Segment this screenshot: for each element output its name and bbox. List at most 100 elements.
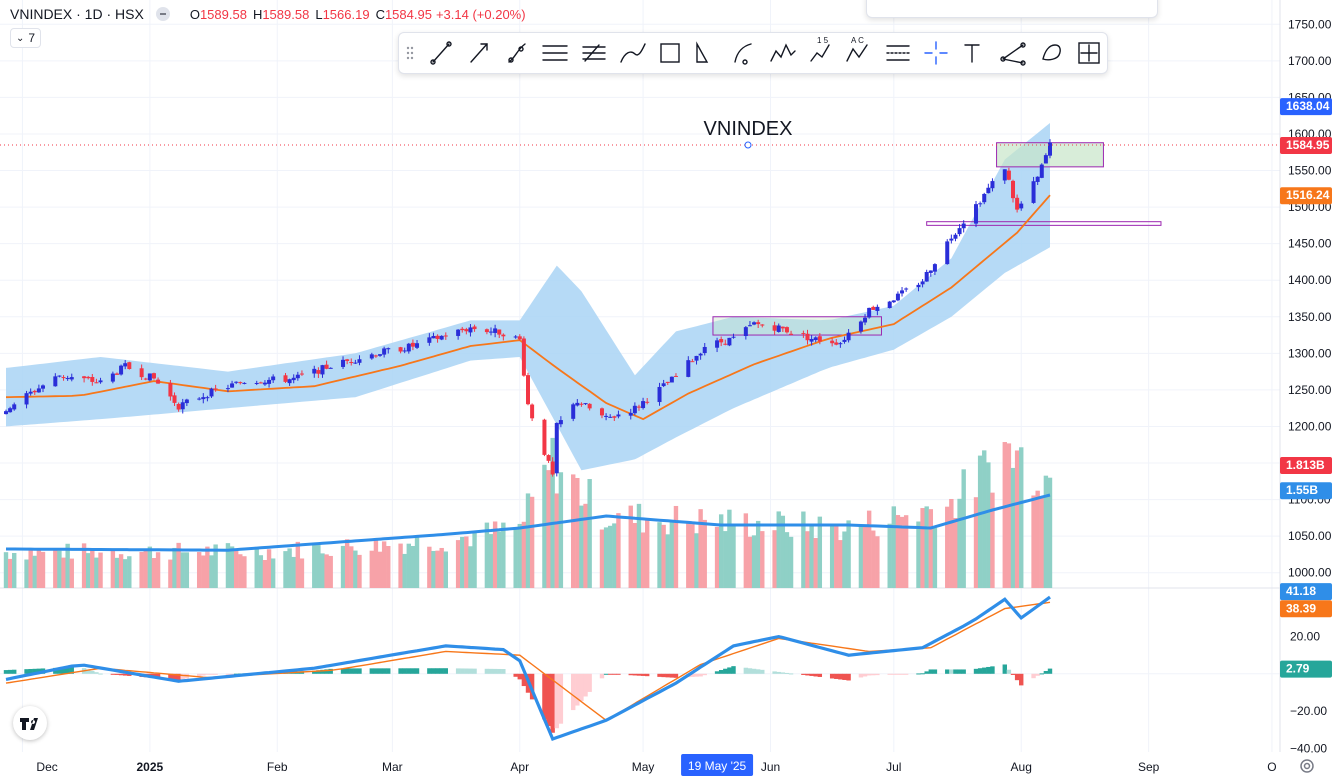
volume-bar bbox=[295, 541, 301, 588]
macd-histogram-bar bbox=[118, 673, 124, 676]
settings-gear-icon[interactable] bbox=[1298, 757, 1316, 775]
macd-histogram-bar bbox=[871, 673, 876, 676]
candle-body bbox=[324, 364, 329, 369]
crosshair-icon[interactable] bbox=[924, 41, 948, 65]
candle-body bbox=[69, 377, 74, 380]
arrow-icon[interactable] bbox=[470, 43, 488, 63]
indicators-toggle[interactable]: ⌄ 7 bbox=[10, 28, 42, 48]
macd-histogram-bar bbox=[875, 673, 880, 676]
candle-body bbox=[723, 343, 728, 345]
candle-body bbox=[616, 414, 621, 417]
volume-bar bbox=[40, 551, 46, 588]
forecast-icon[interactable] bbox=[886, 45, 910, 61]
ray-icon[interactable] bbox=[508, 43, 526, 63]
candle-body bbox=[369, 354, 374, 359]
volume-bar bbox=[3, 552, 9, 588]
abc-wave-icon[interactable]: A C bbox=[846, 36, 868, 62]
candle-body bbox=[838, 343, 843, 345]
volume-bar bbox=[977, 455, 983, 588]
macd-histogram-bar bbox=[546, 673, 551, 727]
macd-histogram-bar bbox=[1031, 673, 1036, 679]
candle-body bbox=[443, 335, 448, 337]
volume-bar bbox=[1006, 443, 1012, 588]
text-icon[interactable] bbox=[964, 44, 980, 63]
volume-bar bbox=[53, 548, 58, 588]
macd-tick-label: 20.00 bbox=[1290, 630, 1320, 644]
candle-body bbox=[258, 382, 263, 384]
collapse-icon[interactable] bbox=[155, 7, 170, 21]
drag-handle-icon[interactable] bbox=[406, 46, 414, 60]
macd-histogram-bar bbox=[632, 673, 638, 676]
candle-body bbox=[349, 362, 354, 364]
candle-body bbox=[234, 381, 239, 383]
volume-bar bbox=[784, 532, 790, 588]
volume-bar bbox=[196, 552, 202, 588]
volume-bar bbox=[513, 527, 518, 588]
drawing-toolbar[interactable]: 1 5 A C bbox=[398, 32, 1108, 74]
anchor-icon[interactable] bbox=[1000, 42, 1026, 66]
macd-histogram-bar bbox=[862, 673, 868, 677]
candle-body bbox=[789, 333, 794, 335]
trend-line-icon[interactable] bbox=[430, 41, 452, 65]
rectangle-icon[interactable] bbox=[660, 43, 680, 63]
pattern-icon[interactable] bbox=[770, 43, 796, 62]
fib-icon[interactable] bbox=[582, 44, 606, 62]
volume-bar bbox=[90, 548, 95, 588]
macd-histogram-bar bbox=[644, 673, 650, 677]
volume-bar bbox=[381, 541, 387, 588]
candle-body bbox=[690, 361, 695, 363]
parallel-channel-icon[interactable] bbox=[542, 45, 568, 61]
measure-icon[interactable] bbox=[1078, 42, 1100, 64]
volume-bar bbox=[1031, 495, 1036, 588]
volume-bar bbox=[644, 518, 650, 588]
candle-body bbox=[353, 362, 358, 364]
macd-histogram-bar bbox=[690, 673, 695, 677]
macd-histogram-bar bbox=[427, 668, 432, 674]
volume-ma-path bbox=[6, 493, 1051, 552]
macd-histogram-bar bbox=[809, 673, 814, 676]
candle-body bbox=[887, 301, 892, 309]
volume-bar bbox=[755, 520, 761, 588]
candle-body bbox=[526, 375, 530, 405]
macd-histogram-bar bbox=[61, 667, 66, 674]
tradingview-logo[interactable] bbox=[13, 706, 47, 740]
volume-bar bbox=[1014, 450, 1020, 588]
candle-body bbox=[184, 399, 189, 404]
symbol-title[interactable]: VNINDEX · 1D · HSX bbox=[10, 6, 144, 22]
elliott-wave-icon[interactable]: 1 5 bbox=[810, 36, 830, 62]
volume-bar bbox=[439, 547, 444, 588]
top-toolbar[interactable] bbox=[866, 0, 1158, 18]
volume-bar bbox=[184, 552, 190, 588]
brush-icon[interactable] bbox=[620, 43, 646, 63]
macd-histogram-bar bbox=[903, 673, 909, 675]
volume-bar bbox=[903, 515, 909, 588]
triangle-icon[interactable] bbox=[696, 41, 709, 63]
shapes-icon[interactable] bbox=[1042, 44, 1061, 61]
volume-bar bbox=[809, 524, 814, 588]
candle-body bbox=[957, 228, 962, 235]
macd-histogram-bar bbox=[920, 673, 925, 675]
arc-icon[interactable] bbox=[734, 43, 752, 65]
volume-bar bbox=[283, 551, 288, 588]
volume-bar bbox=[377, 551, 383, 588]
candle-body bbox=[867, 307, 872, 318]
volume-bar bbox=[603, 527, 609, 588]
macd-histogram-bar bbox=[98, 673, 103, 675]
watermark-anchor[interactable] bbox=[744, 141, 752, 149]
candle-body bbox=[632, 405, 637, 414]
candle-body bbox=[858, 321, 863, 332]
macd-histogram-bar bbox=[714, 671, 720, 674]
candle-body bbox=[32, 390, 37, 393]
macd-histogram-bar bbox=[24, 669, 29, 674]
signal-value-tag-bg bbox=[1280, 600, 1332, 618]
candle-body bbox=[328, 367, 333, 369]
macd-histogram-bar bbox=[468, 668, 473, 674]
macd-histogram-bar bbox=[838, 673, 843, 680]
macd-histogram-bar bbox=[887, 673, 892, 675]
macd-histogram-bar bbox=[1039, 673, 1044, 675]
volume-bar bbox=[846, 520, 851, 588]
macd-histogram-bar bbox=[349, 668, 354, 674]
candle-body bbox=[65, 378, 70, 380]
macd-histogram-bar bbox=[127, 673, 132, 676]
